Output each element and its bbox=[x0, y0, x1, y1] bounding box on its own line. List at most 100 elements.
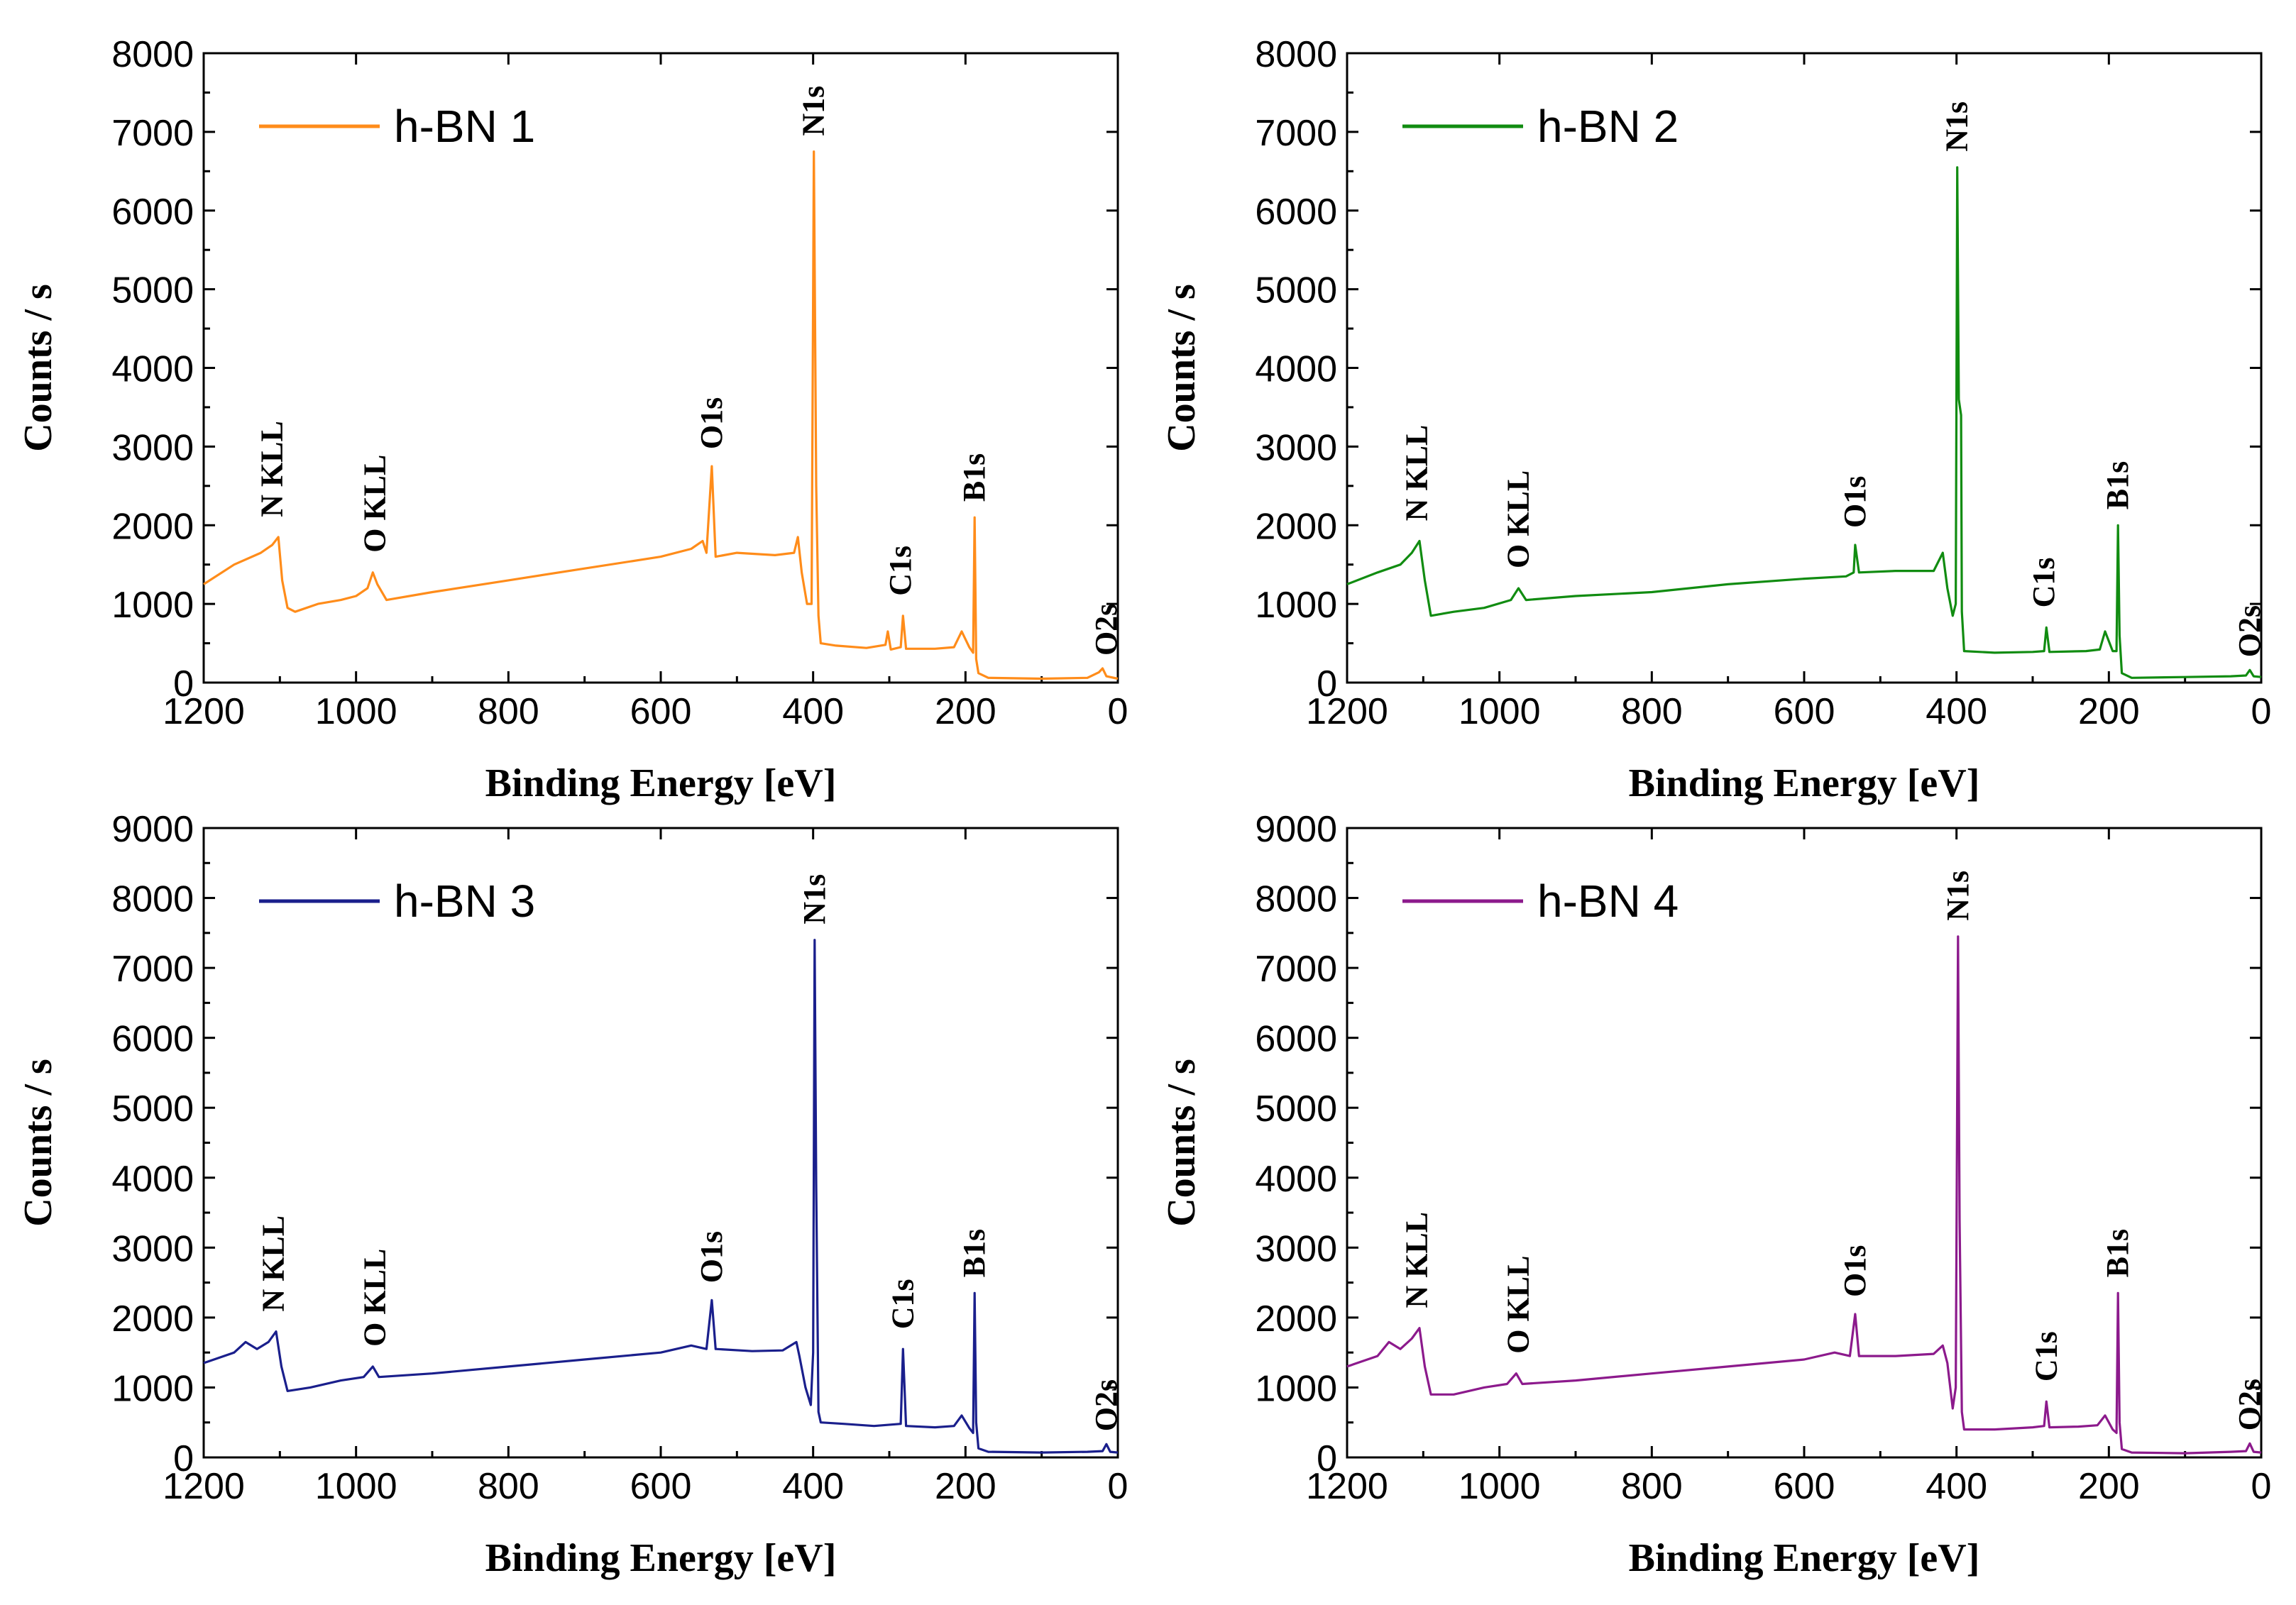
y-tick-label: 2000 bbox=[111, 1298, 194, 1340]
peak-label: N KLL bbox=[256, 1215, 291, 1312]
peak-label: O KLL bbox=[1501, 1256, 1536, 1354]
y-tick-label: 2000 bbox=[1255, 1298, 1337, 1340]
y-tick-label: 5000 bbox=[111, 270, 194, 311]
peak-label: O2s bbox=[2232, 1379, 2267, 1430]
y-tick-label: 6000 bbox=[1255, 1019, 1337, 1060]
y-tick-label: 4000 bbox=[1255, 349, 1337, 390]
x-tick-label: 1200 bbox=[1306, 691, 1388, 732]
x-tick-label: 800 bbox=[1621, 1466, 1683, 1507]
chart-panel-4: 1200 1000 800 600 400 200 00100020003000400050… bbox=[1160, 809, 2271, 1580]
y-tick-label: 5000 bbox=[1255, 1088, 1337, 1130]
peak-label: O2s bbox=[2232, 605, 2267, 657]
x-tick-label: 200 bbox=[935, 691, 996, 732]
peak-label: N KLL bbox=[1400, 1212, 1434, 1308]
y-tick-label: 8000 bbox=[111, 34, 194, 75]
x-tick-label: 200 bbox=[2078, 1466, 2140, 1507]
y-tick-label: 5000 bbox=[1255, 270, 1337, 311]
x-tick-label: 400 bbox=[782, 1466, 844, 1507]
peak-label: O1s bbox=[1838, 1245, 1872, 1297]
x-tick-label: 1000 bbox=[1459, 691, 1541, 732]
x-axis-title: Binding Energy [eV] bbox=[485, 1536, 837, 1580]
y-tick-label: 7000 bbox=[111, 949, 194, 990]
x-tick-label: 200 bbox=[2078, 691, 2140, 732]
chart-panel-3: 1200 1000 800 600 400 200 00100020003000400050… bbox=[16, 809, 1128, 1580]
x-tick-label: 0 bbox=[1108, 1466, 1128, 1507]
series-line bbox=[1346, 935, 2262, 1455]
y-tick-label: 4000 bbox=[1255, 1159, 1337, 1200]
peak-label: O1s bbox=[1838, 476, 1872, 528]
plot-frame bbox=[1346, 52, 2263, 684]
x-axis-title: Binding Energy [eV] bbox=[1629, 761, 1980, 805]
y-tick-label: 6000 bbox=[111, 1019, 194, 1060]
x-tick-label: 1200 bbox=[163, 1466, 245, 1507]
y-tick-label: 7000 bbox=[1255, 949, 1337, 990]
peak-label: B1s bbox=[2100, 461, 2135, 509]
y-tick-label: 1000 bbox=[1255, 585, 1337, 626]
plot-frame bbox=[202, 827, 1119, 1459]
y-tick-label: 6000 bbox=[111, 192, 194, 233]
y-axis-title: Counts / s bbox=[16, 284, 60, 452]
peak-label: O2s bbox=[1089, 604, 1124, 656]
x-tick-label: 0 bbox=[2251, 1466, 2272, 1507]
x-tick-label: 400 bbox=[1926, 691, 1987, 732]
peak-label: N1s bbox=[1940, 101, 1974, 152]
peak-label: C1s bbox=[2026, 557, 2061, 607]
y-tick-label: 4000 bbox=[111, 1159, 194, 1200]
y-tick-label: 9000 bbox=[1255, 809, 1337, 850]
series-line bbox=[1346, 166, 2262, 679]
peak-label: N1s bbox=[797, 874, 832, 925]
x-tick-label: 800 bbox=[478, 1466, 539, 1507]
plot-frame bbox=[1346, 827, 2263, 1459]
peak-label: N1s bbox=[1940, 871, 1975, 921]
y-tick-label: 1000 bbox=[1255, 1368, 1337, 1409]
y-tick-label: 3000 bbox=[1255, 1228, 1337, 1269]
y-tick-label: 6000 bbox=[1255, 192, 1337, 233]
x-tick-label: 200 bbox=[935, 1466, 996, 1507]
x-tick-label: 600 bbox=[1774, 691, 1835, 732]
chart-panel-2: 1200 1000 800 600 400 200 00100020003000400050… bbox=[1160, 34, 2271, 805]
x-tick-label: 1000 bbox=[315, 691, 397, 732]
y-tick-label: 0 bbox=[173, 1438, 194, 1479]
y-tick-label: 2000 bbox=[111, 506, 194, 547]
x-axis-title: Binding Energy [eV] bbox=[485, 761, 837, 805]
x-tick-label: 600 bbox=[630, 1466, 692, 1507]
legend-label: h-BN 4 bbox=[1537, 876, 1679, 927]
y-axis-title: Counts / s bbox=[1160, 284, 1204, 452]
x-tick-label: 600 bbox=[630, 691, 692, 732]
y-tick-label: 5000 bbox=[111, 1088, 194, 1130]
y-tick-label: 0 bbox=[1317, 1438, 1337, 1479]
x-tick-label: 1000 bbox=[315, 1466, 397, 1507]
peak-label: B1s bbox=[2100, 1229, 2135, 1277]
x-tick-label: 1200 bbox=[163, 691, 245, 732]
y-axis-title: Counts / s bbox=[1160, 1059, 1204, 1227]
y-tick-label: 2000 bbox=[1255, 506, 1337, 547]
peak-label: O KLL bbox=[358, 1249, 392, 1347]
y-tick-label: 8000 bbox=[1255, 879, 1337, 920]
y-tick-label: 3000 bbox=[111, 1228, 194, 1269]
peak-label: C1s bbox=[2028, 1331, 2063, 1381]
y-tick-label: 3000 bbox=[111, 427, 194, 468]
y-tick-label: 0 bbox=[1317, 663, 1337, 705]
y-tick-label: 7000 bbox=[1255, 113, 1337, 154]
x-tick-label: 400 bbox=[1926, 1466, 1987, 1507]
x-tick-label: 600 bbox=[1774, 1466, 1835, 1507]
x-tick-label: 0 bbox=[2251, 691, 2272, 732]
peak-label: C1s bbox=[885, 1279, 920, 1329]
x-tick-label: 0 bbox=[1108, 691, 1128, 732]
x-axis-title: Binding Energy [eV] bbox=[1629, 1536, 1980, 1580]
y-axis-title: Counts / s bbox=[16, 1059, 60, 1227]
y-tick-label: 7000 bbox=[111, 113, 194, 154]
peak-label: C1s bbox=[883, 546, 918, 596]
peak-label: O KLL bbox=[1501, 470, 1536, 568]
legend-label: h-BN 1 bbox=[394, 101, 535, 152]
y-tick-label: 3000 bbox=[1255, 427, 1337, 468]
y-tick-label: 8000 bbox=[1255, 34, 1337, 75]
y-tick-label: 8000 bbox=[111, 879, 194, 920]
peak-label: N1s bbox=[796, 86, 831, 136]
x-tick-label: 1200 bbox=[1306, 1466, 1388, 1507]
y-tick-label: 1000 bbox=[111, 1368, 194, 1409]
legend-label: h-BN 2 bbox=[1537, 101, 1679, 152]
y-tick-label: 9000 bbox=[111, 809, 194, 850]
x-tick-label: 400 bbox=[782, 691, 844, 732]
